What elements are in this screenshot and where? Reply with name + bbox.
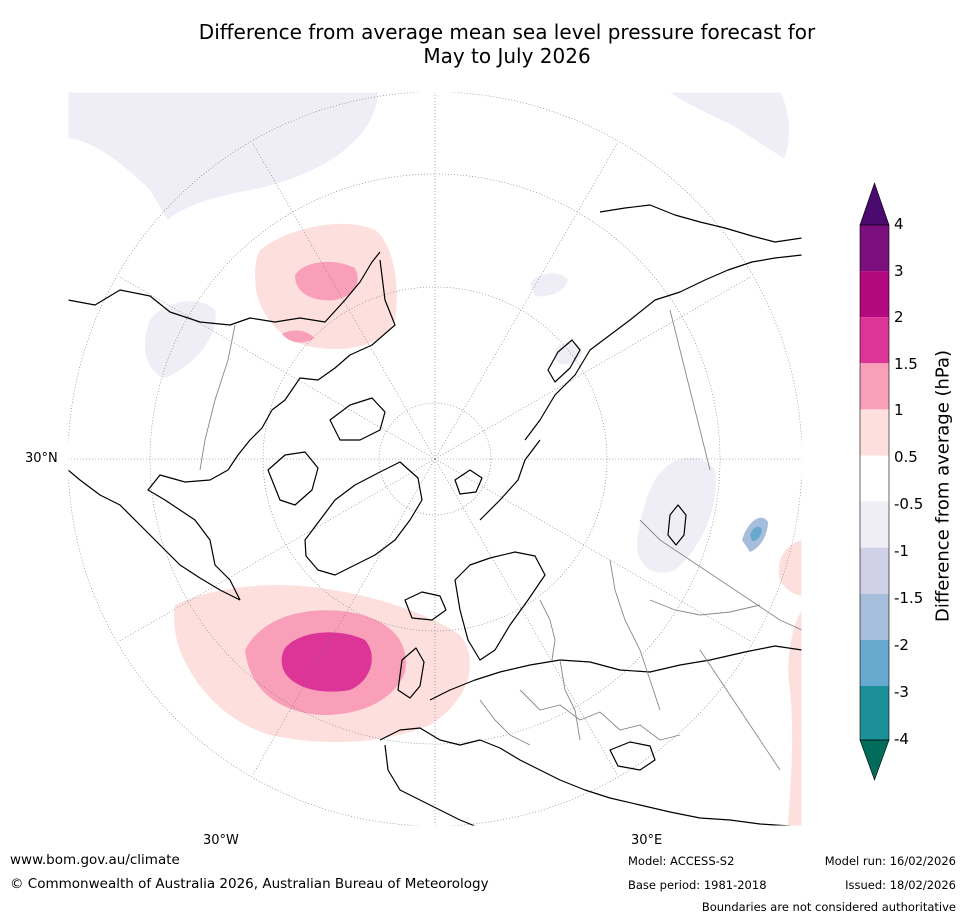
anomaly-negative-north-pacific	[68, 92, 378, 220]
colorbar-tick-label: 4	[894, 215, 904, 233]
model-name: Model: ACCESS-S2	[628, 854, 735, 868]
graticule	[68, 92, 802, 826]
coastline-russia-north	[479, 439, 541, 521]
colorbar-tick-label: 1	[894, 401, 904, 419]
anomaly-negative-small-core	[750, 526, 762, 542]
anomaly-positive-siberia-edge	[778, 540, 802, 596]
colorbar-swatch	[860, 686, 889, 740]
negative-spot-caspian-region	[742, 517, 768, 552]
coastline-caspian	[667, 504, 687, 546]
colorbar-swatch	[860, 593, 889, 640]
anomaly-negative-kara	[530, 273, 568, 297]
coastline-svalbard	[454, 469, 483, 495]
coastline-iceland	[404, 591, 447, 621]
coastline-black-sea	[609, 741, 656, 771]
latitude-label-30n: 30°N	[25, 451, 58, 466]
colorbar-swatch	[860, 317, 889, 364]
coastline-ellesmere	[329, 397, 386, 441]
meridian-line	[434, 458, 753, 643]
copyright-text: © Commonwealth of Australia 2026, Austra…	[10, 876, 489, 892]
border-line	[559, 659, 581, 741]
coastline-baffin	[267, 451, 319, 506]
colorbar-extend-bottom	[859, 739, 890, 781]
anomaly-negative-central-asia	[636, 457, 716, 573]
colorbar-swatch	[860, 455, 889, 502]
anomaly-negative-siberia-top	[670, 92, 789, 158]
longitude-label-30w: 30°W	[203, 833, 239, 848]
pressure-anomaly-shading	[68, 92, 802, 826]
coastline-iberia-africa	[384, 744, 476, 826]
anomaly-positive-atlantic-core	[281, 632, 372, 692]
meridian-line	[434, 275, 753, 460]
border-line	[669, 309, 711, 471]
colorbar-title: Difference from average (hPa)	[932, 349, 954, 623]
title-line-2: May to July 2026	[423, 44, 591, 68]
meridian-line	[117, 458, 436, 643]
meridian-line	[251, 458, 436, 777]
colorbar-tick-label: -1.5	[894, 589, 924, 607]
meridian-line	[434, 458, 619, 777]
coastlines	[68, 204, 802, 826]
coastline-arctic-canada	[227, 259, 396, 471]
border-line	[699, 649, 781, 771]
base-period: Base period: 1981-2018	[628, 878, 767, 892]
country-borders	[199, 309, 802, 771]
colorbar-tick-label: 1.5	[894, 355, 918, 373]
coastline-europe	[429, 645, 802, 701]
colorbar	[859, 182, 890, 781]
border-line	[539, 599, 556, 661]
website-link[interactable]: www.bom.gov.au/climate	[10, 852, 180, 868]
coastline-hudson-bay	[147, 469, 241, 601]
anomaly-positive-beaufort-mid	[295, 261, 358, 301]
colorbar-tick-label: 2	[894, 308, 904, 326]
map-panel	[68, 92, 802, 826]
border-line	[479, 699, 531, 746]
colorbar-tick-label: -2	[894, 636, 909, 654]
colorbar-swatch	[860, 271, 889, 318]
coastline-siberia	[524, 254, 802, 441]
coastline-north-america-west	[68, 251, 381, 326]
anomaly-positive-asia-edge	[788, 610, 802, 826]
anomaly-positive-beaufort-small	[282, 330, 314, 343]
coastline-mediterranean	[379, 727, 791, 826]
colorbar-outline	[859, 224, 890, 741]
colorbar-swatch	[860, 225, 889, 272]
colorbar-swatch	[860, 501, 889, 548]
longitude-label-30e: 30°E	[631, 833, 663, 848]
border-line	[519, 689, 681, 741]
colorbar-swatch	[860, 547, 889, 594]
boundaries-disclaimer: Boundaries are not considered authoritat…	[701, 900, 956, 914]
colorbar-tick-label: -3	[894, 683, 909, 701]
coastline-east-asia-north	[599, 204, 802, 243]
coastline-north-america-southwest	[68, 469, 241, 601]
colorbar-tick-label: 3	[894, 262, 904, 280]
border-line	[639, 519, 802, 631]
meridian-line	[117, 275, 436, 460]
issued-date: Issued: 18/02/2026	[845, 878, 956, 892]
colorbar-tick-label: -1	[894, 542, 909, 560]
map-title: Difference from average mean sea level p…	[0, 20, 965, 68]
colorbar-extend-top	[859, 182, 890, 226]
border-line	[609, 559, 661, 711]
colorbar-tick-label: 0.5	[894, 448, 918, 466]
border-line	[649, 599, 761, 616]
anomaly-negative-alaska	[145, 301, 216, 378]
colorbar-swatch	[860, 363, 889, 410]
coastline-greenland	[304, 461, 423, 576]
border-line	[199, 324, 236, 471]
title-line-1: Difference from average mean sea level p…	[198, 20, 816, 44]
meridian-line	[434, 141, 619, 460]
model-run-date: Model run: 16/02/2026	[824, 854, 956, 868]
coastline-novaya-zemlya	[547, 339, 581, 383]
colorbar-tick-label: -4	[894, 730, 909, 748]
coastline-scandinavia	[454, 551, 546, 661]
latitude-circle	[378, 402, 492, 516]
colorbar-swatch	[860, 639, 889, 686]
map-frame	[67, 91, 803, 827]
meridian-line	[251, 141, 436, 460]
coastline-british-isles	[397, 647, 425, 699]
colorbar-tick-label: -0.5	[894, 495, 924, 513]
colorbar-swatch	[860, 409, 889, 456]
